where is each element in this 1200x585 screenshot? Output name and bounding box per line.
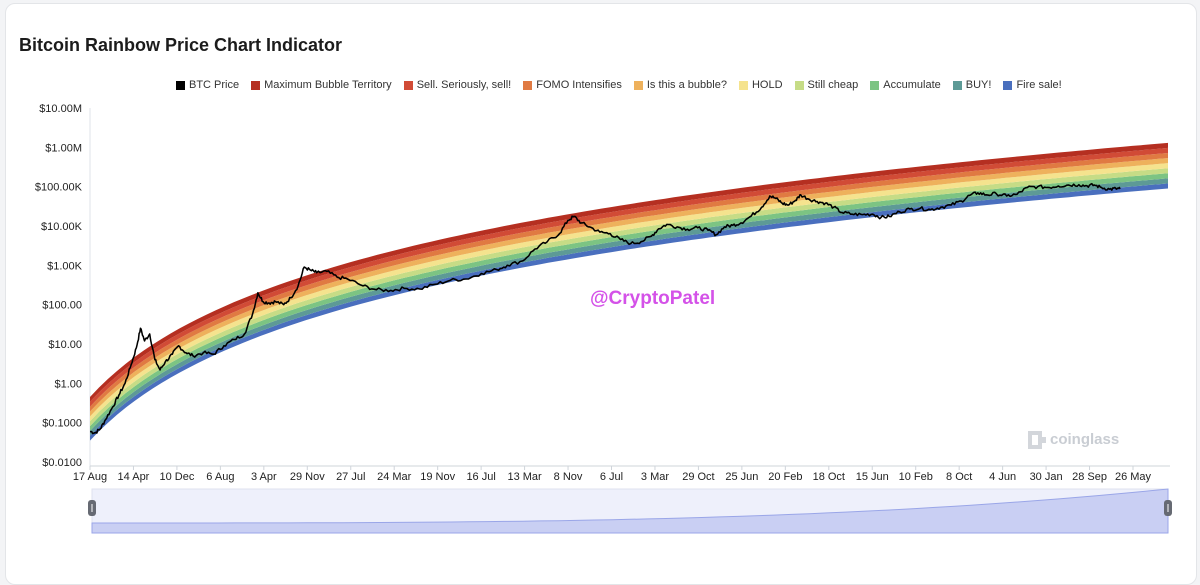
rainbow-chart: $0.0100 $0.1000 $1.00 $10.00 $100.00 $1.00K $1… (35, 103, 1172, 534)
legend-item[interactable]: BUY! (952, 79, 992, 91)
legend-swatch (738, 80, 748, 90)
legend-label: Sell. Seriously, sell! (416, 79, 512, 91)
legend-item[interactable]: Maximum Bubble Territory (251, 79, 392, 91)
legend-swatch (251, 80, 261, 90)
x-tick-label: 6 Jul (600, 471, 623, 483)
x-tick-label: 6 Aug (206, 471, 234, 483)
x-tick-label: 18 Oct (813, 471, 845, 483)
x-tick-label: 4 Jun (989, 471, 1016, 483)
legend-item[interactable]: FOMO Intensifies (523, 79, 622, 91)
x-tick-label: 25 Jun (725, 471, 758, 483)
legend-swatch (794, 80, 804, 90)
coinglass-brand-text: coinglass (1050, 431, 1119, 448)
x-tick-label: 20 Feb (768, 471, 802, 483)
x-tick-label: 13 Mar (507, 471, 542, 483)
y-tick-label: $1.00M (45, 142, 82, 154)
x-tick-label: 8 Oct (946, 471, 972, 483)
legend-swatch (403, 80, 413, 90)
legend-label: BTC Price (189, 79, 240, 91)
range-navigator[interactable] (88, 488, 1172, 534)
x-tick-label: 19 Nov (420, 471, 455, 483)
legend-label: FOMO Intensifies (536, 79, 622, 91)
x-tick-label: 29 Oct (682, 471, 714, 483)
coinglass-logo-icon (1028, 431, 1046, 449)
legend-item[interactable]: Is this a bubble? (633, 79, 727, 91)
x-tick-label: 27 Jul (336, 471, 365, 483)
y-tick-label: $0.1000 (42, 418, 82, 430)
x-tick-label: 30 Jan (1030, 471, 1063, 483)
legend-swatch (870, 80, 880, 90)
y-tick-label: $1.00 (54, 378, 82, 390)
legend-swatch (523, 80, 533, 90)
x-axis: 17 Aug 14 Apr 10 Dec 6 Aug 3 Apr 29 Nov 27 Jul… (73, 466, 1152, 483)
x-tick-label: 3 Mar (641, 471, 669, 483)
legend-label: Is this a bubble? (646, 79, 727, 91)
y-tick-label: $100.00K (35, 182, 83, 194)
legend-label: Still cheap (807, 79, 859, 91)
legend-item[interactable]: Still cheap (794, 79, 859, 91)
legend-label: Fire sale! (1016, 79, 1062, 91)
y-tick-label: $10.00 (48, 339, 82, 351)
x-tick-label: 16 Jul (466, 471, 495, 483)
legend-label: Accumulate (883, 79, 941, 91)
navigator-area (91, 488, 1169, 534)
y-tick-label: $100.00 (42, 300, 82, 312)
legend-item[interactable]: Fire sale! (1003, 79, 1062, 91)
x-tick-label: 3 Apr (251, 471, 277, 483)
y-tick-label: $1.00K (47, 260, 83, 272)
y-tick-label: $10.00K (41, 221, 83, 233)
x-tick-label: 8 Nov (554, 471, 583, 483)
legend-item[interactable]: Accumulate (870, 79, 941, 91)
chart-card (5, 3, 1197, 585)
x-tick-label: 14 Apr (118, 471, 150, 483)
legend-item[interactable]: BTC Price (176, 79, 239, 91)
y-axis: $0.0100 $0.1000 $1.00 $10.00 $100.00 $1.00K $1… (35, 103, 83, 469)
x-tick-label: 15 Jun (856, 471, 889, 483)
legend-label: BUY! (965, 79, 992, 91)
legend-item[interactable]: Sell. Seriously, sell! (403, 79, 512, 91)
x-tick-label: 10 Feb (899, 471, 933, 483)
legend-label: HOLD (751, 79, 783, 91)
chart-title: Bitcoin Rainbow Price Chart Indicator (19, 35, 343, 55)
legend-swatch (633, 80, 643, 90)
x-tick-label: 17 Aug (73, 471, 107, 483)
legend-swatch (1003, 80, 1013, 90)
btc-price-series (90, 182, 1121, 435)
x-tick-label: 10 Dec (159, 471, 194, 483)
x-tick-label: 26 May (1115, 471, 1152, 483)
coinglass-logo: coinglass (1028, 431, 1119, 449)
x-tick-label: 29 Nov (290, 471, 325, 483)
btc-price-line (90, 182, 1121, 435)
watermark-text: @CryptoPatel (590, 288, 715, 309)
y-tick-label: $10.00M (39, 103, 82, 115)
x-tick-label: 28 Sep (1072, 471, 1107, 483)
legend-item[interactable]: HOLD (738, 79, 783, 91)
legend-label: Maximum Bubble Territory (264, 79, 392, 91)
y-tick-label: $0.0100 (42, 457, 82, 469)
x-tick-label: 24 Mar (377, 471, 412, 483)
legend-swatch (176, 80, 185, 90)
chart-legend: BTC Price Maximum Bubble Territory Sell. S… (176, 79, 1062, 91)
legend-swatch (952, 80, 962, 90)
